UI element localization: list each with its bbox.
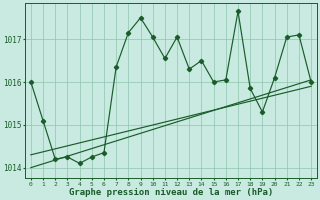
X-axis label: Graphe pression niveau de la mer (hPa): Graphe pression niveau de la mer (hPa)	[69, 188, 273, 197]
